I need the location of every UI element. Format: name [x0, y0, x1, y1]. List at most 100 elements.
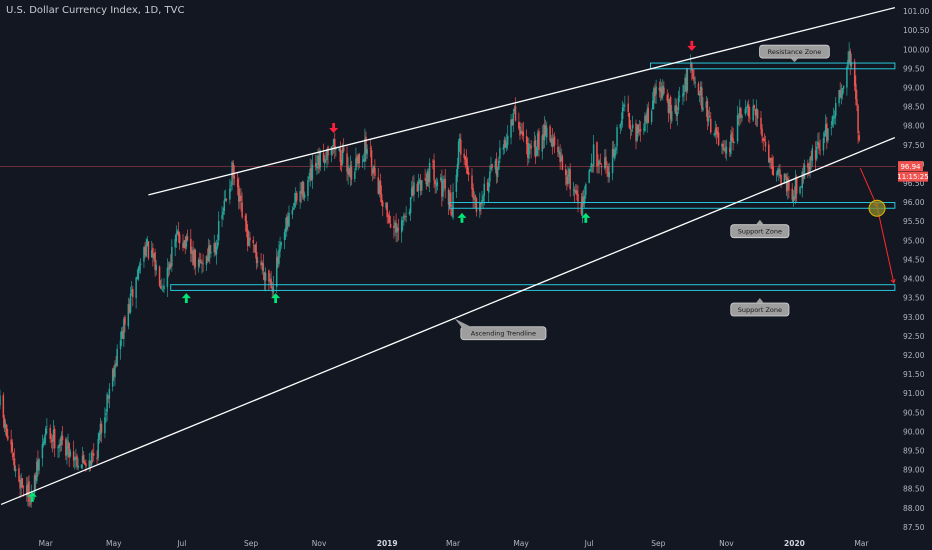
- candle-body: [714, 129, 716, 136]
- candle: [686, 67, 689, 94]
- candle-body: [482, 196, 484, 202]
- candle-body: [831, 116, 834, 126]
- callout-label: Support Zone: [738, 227, 782, 235]
- candle: [715, 123, 718, 144]
- candle: [512, 109, 515, 133]
- candle-body: [396, 227, 398, 233]
- candle-body: [435, 185, 438, 187]
- candle-body: [466, 165, 469, 175]
- candle: [114, 360, 116, 387]
- candle-body: [68, 442, 70, 458]
- candle-body: [193, 249, 195, 264]
- candle: [278, 241, 280, 268]
- candle: [816, 140, 818, 162]
- candle: [377, 167, 380, 195]
- candle: [60, 431, 63, 452]
- candle-body: [236, 178, 239, 187]
- candle: [75, 448, 77, 468]
- candle: [566, 170, 568, 191]
- candle-body: [653, 88, 655, 103]
- candle: [249, 231, 251, 248]
- candle: [436, 178, 439, 191]
- candle: [207, 238, 210, 263]
- candle: [717, 126, 720, 147]
- candle: [223, 190, 226, 216]
- candle-body: [772, 166, 775, 176]
- arrow-head: [329, 128, 339, 134]
- candle: [76, 453, 78, 470]
- candle: [174, 234, 176, 257]
- candle: [740, 106, 742, 124]
- y-tick-label: 88.00: [903, 504, 925, 513]
- candle-body: [116, 348, 118, 366]
- candle-body: [162, 290, 164, 291]
- candle: [646, 104, 648, 133]
- x-tick-label: Sep: [244, 539, 258, 548]
- candle-body: [2, 395, 5, 418]
- candle: [708, 106, 711, 119]
- candle-body: [161, 288, 163, 290]
- candle: [733, 141, 735, 144]
- candle: [163, 278, 165, 294]
- candle: [315, 154, 317, 171]
- candle: [691, 61, 693, 81]
- candle-body: [37, 459, 39, 470]
- candle-body: [380, 194, 383, 203]
- y-tick-label: 100.50: [903, 26, 929, 35]
- candle: [778, 164, 780, 182]
- candle: [77, 458, 79, 471]
- candle: [723, 140, 725, 152]
- candle-body: [325, 159, 327, 161]
- candle: [26, 476, 28, 502]
- arrow-stem: [690, 40, 694, 46]
- callout-pointer: [790, 58, 799, 63]
- candle: [402, 216, 404, 231]
- candle: [811, 144, 814, 168]
- candle: [471, 168, 473, 197]
- candle: [151, 240, 153, 258]
- candle: [741, 114, 743, 122]
- candle-body: [252, 240, 255, 244]
- candle-body: [573, 190, 576, 192]
- candle-body: [257, 261, 259, 262]
- candle: [434, 179, 436, 194]
- candle: [814, 141, 817, 171]
- candle: [463, 148, 465, 166]
- candle: [705, 95, 708, 118]
- candle-body: [350, 167, 353, 180]
- candle: [432, 159, 434, 170]
- candle: [535, 146, 538, 157]
- candle-body: [698, 93, 701, 96]
- candle: [713, 133, 715, 137]
- candle: [701, 81, 703, 112]
- candle-body: [315, 163, 317, 167]
- candle-body: [416, 183, 419, 192]
- candle-body: [292, 208, 295, 210]
- candle-body: [763, 139, 766, 141]
- candle-body: [222, 211, 224, 215]
- candle: [393, 216, 395, 239]
- candle: [11, 439, 14, 461]
- candle-body: [667, 99, 670, 113]
- y-tick-label: 91.50: [903, 370, 925, 379]
- candle-body: [246, 229, 249, 246]
- candle-body: [502, 147, 504, 150]
- candle: [100, 420, 103, 443]
- candle: [753, 104, 756, 111]
- y-tick-label: 92.00: [903, 351, 925, 360]
- candle: [166, 258, 169, 298]
- candle-body: [599, 162, 602, 164]
- candle-body: [229, 188, 231, 200]
- candle-body: [152, 247, 154, 258]
- candle: [358, 152, 361, 169]
- x-tick-label: 2019: [377, 539, 398, 548]
- candle-body: [457, 141, 460, 165]
- candle: [309, 158, 311, 187]
- candle: [225, 198, 228, 203]
- candle: [745, 106, 748, 113]
- candle: [675, 98, 677, 122]
- support-zone-1: [449, 202, 896, 209]
- candle: [791, 183, 793, 203]
- candle-body: [464, 156, 467, 160]
